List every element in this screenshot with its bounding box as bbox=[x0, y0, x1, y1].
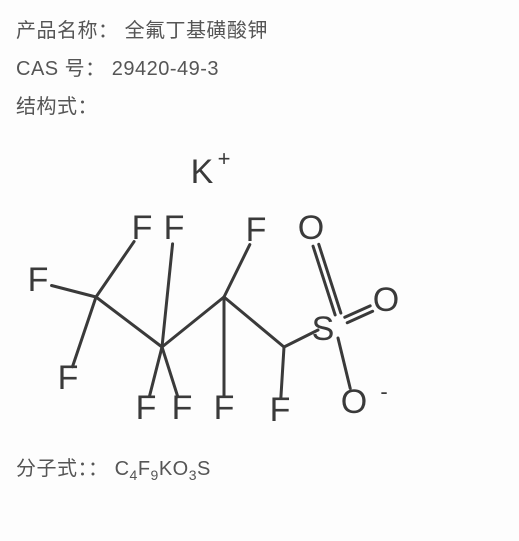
product-name-line: 产品名称： 全氟丁基磺酸钾 bbox=[16, 12, 503, 50]
svg-text:F: F bbox=[132, 209, 153, 247]
svg-text:O: O bbox=[341, 383, 367, 421]
formula-3: 3 bbox=[189, 467, 197, 483]
formula-value: C4F9KO3S bbox=[115, 458, 211, 480]
formula-S: S bbox=[197, 458, 211, 480]
structure-svg: K+FFFOFOSFFFFFO- bbox=[16, 132, 426, 442]
chemical-info-page: 产品名称： 全氟丁基磺酸钾 CAS 号： 29420-49-3 结构式： K+ F… bbox=[0, 0, 519, 501]
formula-line: 分子式：： C4F9KO3S bbox=[16, 450, 503, 489]
cas-label: CAS 号： bbox=[16, 58, 106, 80]
svg-text:K: K bbox=[191, 153, 214, 191]
svg-text:F: F bbox=[246, 211, 267, 249]
svg-text:F: F bbox=[214, 389, 235, 427]
svg-text:F: F bbox=[172, 389, 193, 427]
svg-text:O: O bbox=[298, 209, 324, 247]
svg-text:-: - bbox=[380, 379, 387, 404]
structure-diagram: K+FFFOFOSFFFFFO- bbox=[16, 132, 426, 442]
formula-C: C bbox=[115, 458, 130, 480]
svg-text:F: F bbox=[136, 389, 157, 427]
svg-text:F: F bbox=[58, 359, 79, 397]
cas-value: 29420-49-3 bbox=[112, 58, 219, 80]
svg-text:+: + bbox=[218, 146, 231, 171]
cas-line: CAS 号： 29420-49-3 bbox=[16, 50, 503, 88]
svg-text:O: O bbox=[373, 281, 399, 319]
formula-F: F bbox=[138, 458, 151, 480]
product-name-value: 全氟丁基磺酸钾 bbox=[125, 20, 269, 42]
structure-label: 结构式： bbox=[16, 96, 98, 118]
svg-text:S: S bbox=[312, 310, 335, 348]
svg-text:F: F bbox=[270, 391, 291, 429]
formula-9: 9 bbox=[151, 467, 159, 483]
formula-4: 4 bbox=[130, 467, 138, 483]
svg-text:F: F bbox=[28, 261, 49, 299]
svg-text:F: F bbox=[164, 209, 185, 247]
product-name-label: 产品名称： bbox=[16, 20, 119, 42]
formula-KO: KO bbox=[159, 458, 189, 480]
formula-label: 分子式：： bbox=[16, 458, 109, 480]
structure-label-line: 结构式： bbox=[16, 88, 503, 126]
